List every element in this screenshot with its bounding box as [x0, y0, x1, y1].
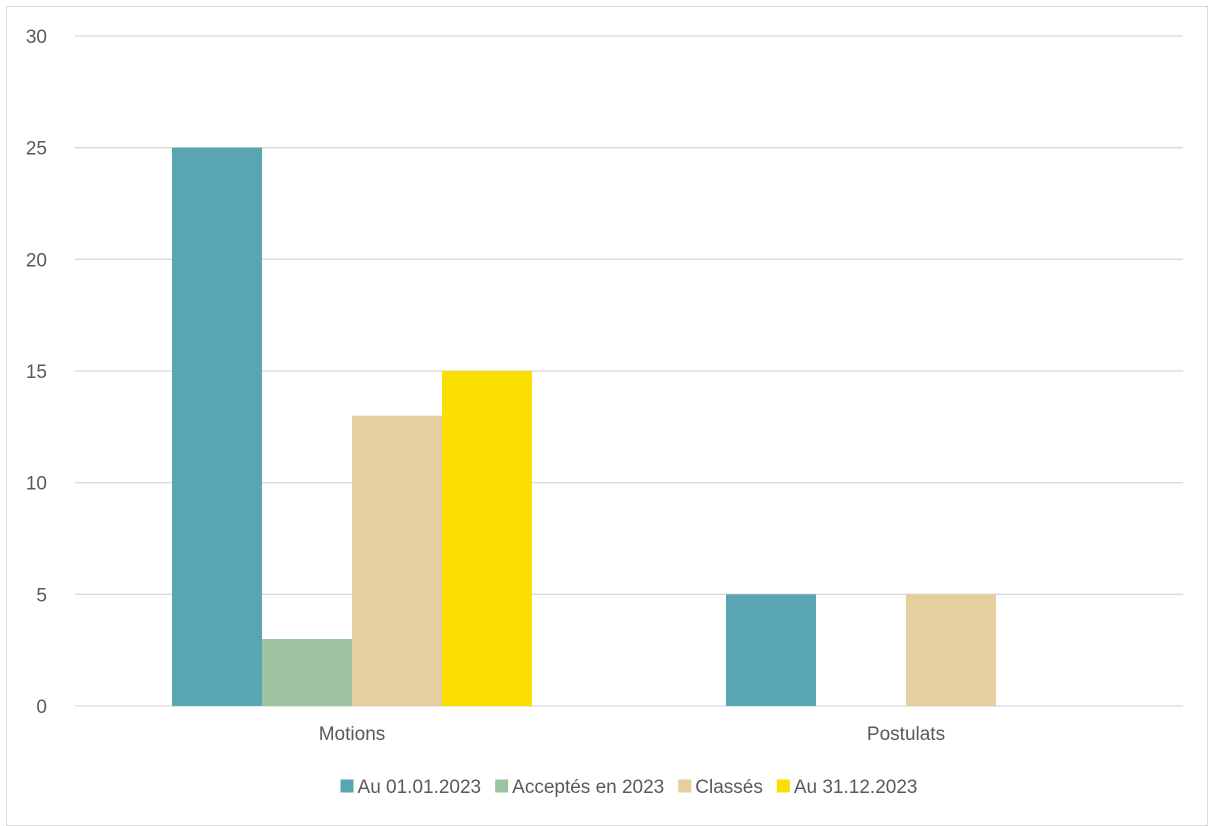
y-tick-label: 25	[26, 139, 47, 160]
legend: Au 01.01.2023 Acceptés en 2023 Classés Au 3…	[340, 777, 918, 798]
legend-label: Classés	[695, 777, 763, 798]
legend-item: Classés	[678, 777, 763, 798]
legend-swatch	[776, 779, 790, 793]
bar-motions-series-2	[262, 639, 352, 706]
bars	[172, 147, 996, 706]
bar-motions-series-1	[172, 147, 262, 706]
y-tick-label: 5	[36, 585, 47, 606]
legend-label: Au 01.01.2023	[358, 777, 482, 798]
y-tick-label: 20	[26, 250, 47, 271]
legend-label: Au 31.12.2023	[794, 777, 918, 798]
y-axis-ticks: 0 5 10 15 20 25 30	[26, 27, 47, 718]
legend-item: Au 01.01.2023	[340, 777, 482, 798]
x-category-label: Postulats	[867, 724, 945, 745]
legend-swatch	[340, 779, 354, 793]
legend-item: Au 31.12.2023	[776, 777, 918, 798]
bar-motions-series-4	[442, 371, 532, 706]
y-tick-label: 15	[26, 362, 47, 383]
y-tick-label: 0	[36, 697, 47, 718]
x-category-label: Motions	[319, 724, 386, 745]
legend-swatch	[678, 779, 692, 793]
legend-label: Acceptés en 2023	[512, 777, 664, 798]
legend-swatch	[495, 779, 509, 793]
y-tick-label: 30	[26, 27, 47, 48]
bar-postulats-series-1	[726, 594, 816, 706]
y-tick-label: 10	[26, 474, 47, 495]
legend-item: Acceptés en 2023	[495, 777, 664, 798]
x-axis-categories: Motions Postulats	[319, 724, 945, 745]
bar-postulats-series-3	[906, 594, 996, 706]
bar-motions-series-3	[352, 415, 442, 706]
